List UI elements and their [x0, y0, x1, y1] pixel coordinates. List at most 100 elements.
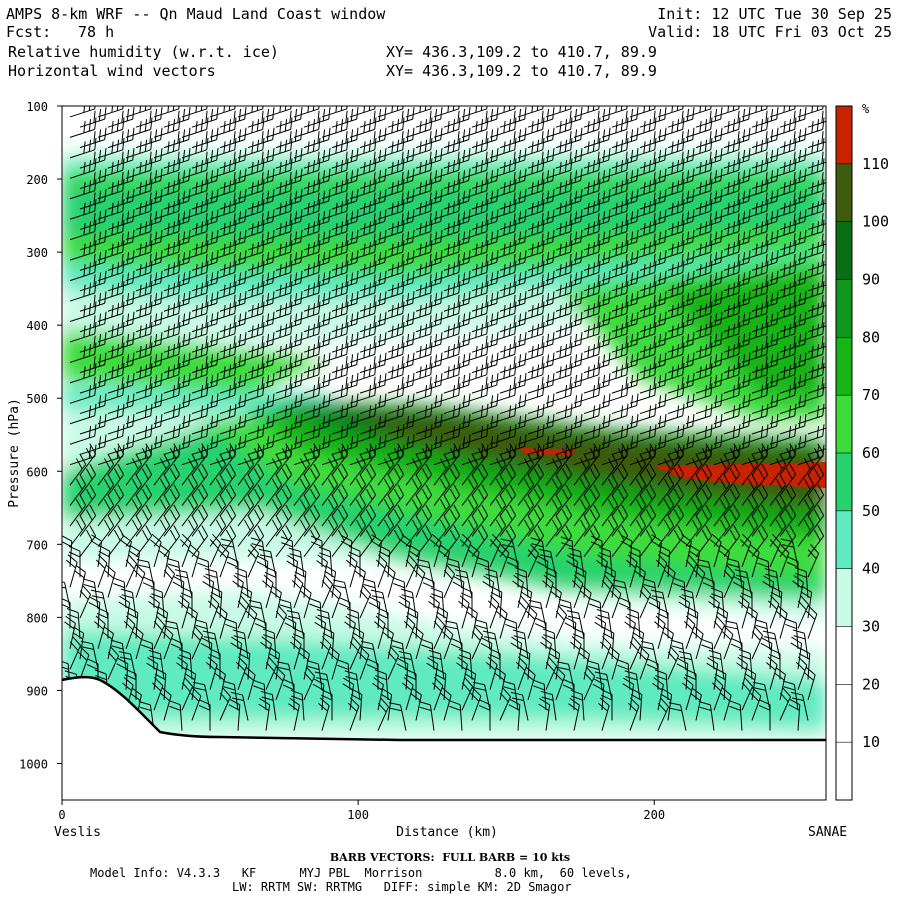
wind-barb [738, 595, 750, 629]
wind-barb [723, 504, 741, 537]
wind-barb [650, 589, 669, 619]
wind-barb [135, 484, 153, 517]
colorbar-label: 110 [862, 155, 889, 173]
wind-barb [583, 443, 601, 476]
wind-barb [769, 281, 797, 302]
wind-barb [580, 584, 592, 619]
wind-barb [629, 342, 657, 363]
wind-barb [392, 577, 407, 608]
wind-barb [260, 690, 277, 721]
wind-barb [741, 677, 754, 711]
wind-barb [321, 281, 349, 302]
wind-barb [656, 607, 669, 639]
wind-barb [125, 281, 153, 302]
wind-barb [555, 504, 573, 537]
wind-barb [359, 443, 377, 476]
wind-barb [69, 453, 87, 486]
wind-barb [80, 640, 99, 670]
wind-barb [718, 544, 730, 578]
wind-barb [321, 383, 349, 404]
wind-barb [69, 636, 82, 670]
wind-barb [583, 463, 601, 496]
wind-barb [153, 117, 181, 138]
wind-barb [754, 619, 771, 649]
wind-barb [107, 413, 135, 435]
wind-barb [321, 117, 349, 138]
wind-barb [405, 219, 433, 241]
wind-barb [265, 342, 293, 363]
wind-barb [723, 443, 741, 476]
wind-barb [400, 588, 417, 619]
wind-barb [657, 158, 685, 179]
wind-barb [125, 474, 143, 506]
wind-barb [601, 281, 629, 302]
colorbar-label: 70 [862, 386, 880, 404]
wind-barb [140, 638, 155, 670]
wind-barb [640, 640, 659, 670]
wind-barb [741, 424, 769, 445]
wind-barb [807, 448, 826, 455]
wind-barb [135, 229, 163, 251]
wind-barb [517, 137, 545, 159]
wind-barb [359, 413, 387, 435]
wind-barb [79, 525, 97, 558]
wind-barb [431, 677, 444, 711]
wind-barb [499, 270, 527, 292]
wind-barb [572, 627, 585, 660]
wind-barb [153, 240, 181, 261]
wind-barb [69, 158, 97, 179]
wind-barb [668, 702, 687, 731]
wind-barb [583, 484, 601, 517]
wind-barb [387, 188, 415, 210]
wind-barb [135, 434, 163, 455]
wind-barb [685, 260, 713, 282]
colorbar-segment [836, 626, 852, 685]
wind-barb [276, 661, 295, 690]
wind-barb [443, 484, 461, 517]
wind-barb [179, 533, 192, 568]
wind-barb [769, 199, 797, 220]
wind-barb [471, 625, 484, 660]
wind-barb [349, 137, 377, 159]
wind-barb [770, 586, 783, 619]
wind-barb [583, 666, 596, 701]
wind-barb [237, 281, 265, 302]
wind-barb [751, 525, 769, 558]
wind-barb [489, 301, 517, 322]
wind-barb [158, 544, 170, 578]
wind-barb [461, 281, 489, 302]
wind-barb [126, 606, 139, 639]
wind-barb [293, 219, 321, 241]
wind-barb [68, 545, 81, 578]
wind-barb [555, 605, 568, 639]
wind-barb [764, 568, 781, 598]
wind-barb [578, 646, 590, 680]
wind-barb [349, 321, 377, 343]
wind-barb [209, 260, 237, 282]
wind-barb [508, 698, 521, 731]
wind-barb [220, 538, 239, 568]
wind-barb [555, 270, 583, 292]
wind-barb [181, 240, 209, 261]
wind-barb [558, 598, 575, 629]
wind-barb [471, 443, 489, 476]
wind-barb [312, 678, 325, 711]
wind-barb [321, 494, 339, 527]
wind-barb [125, 178, 153, 200]
wind-barb [384, 564, 396, 598]
wind-barb [328, 646, 340, 680]
wind-barb [288, 547, 305, 578]
wind-barb [458, 595, 470, 629]
wind-barb [359, 504, 377, 537]
wind-barb [741, 494, 759, 527]
wind-barb [153, 403, 181, 425]
wind-barb [125, 514, 143, 547]
wind-barb [620, 534, 633, 567]
wind-barb [639, 525, 657, 558]
wind-barb [486, 656, 498, 690]
wind-barb [751, 463, 769, 496]
colorbar-segment [836, 510, 852, 569]
wind-barb [657, 342, 685, 363]
wind-barb [583, 373, 611, 394]
wind-barb [349, 403, 377, 425]
